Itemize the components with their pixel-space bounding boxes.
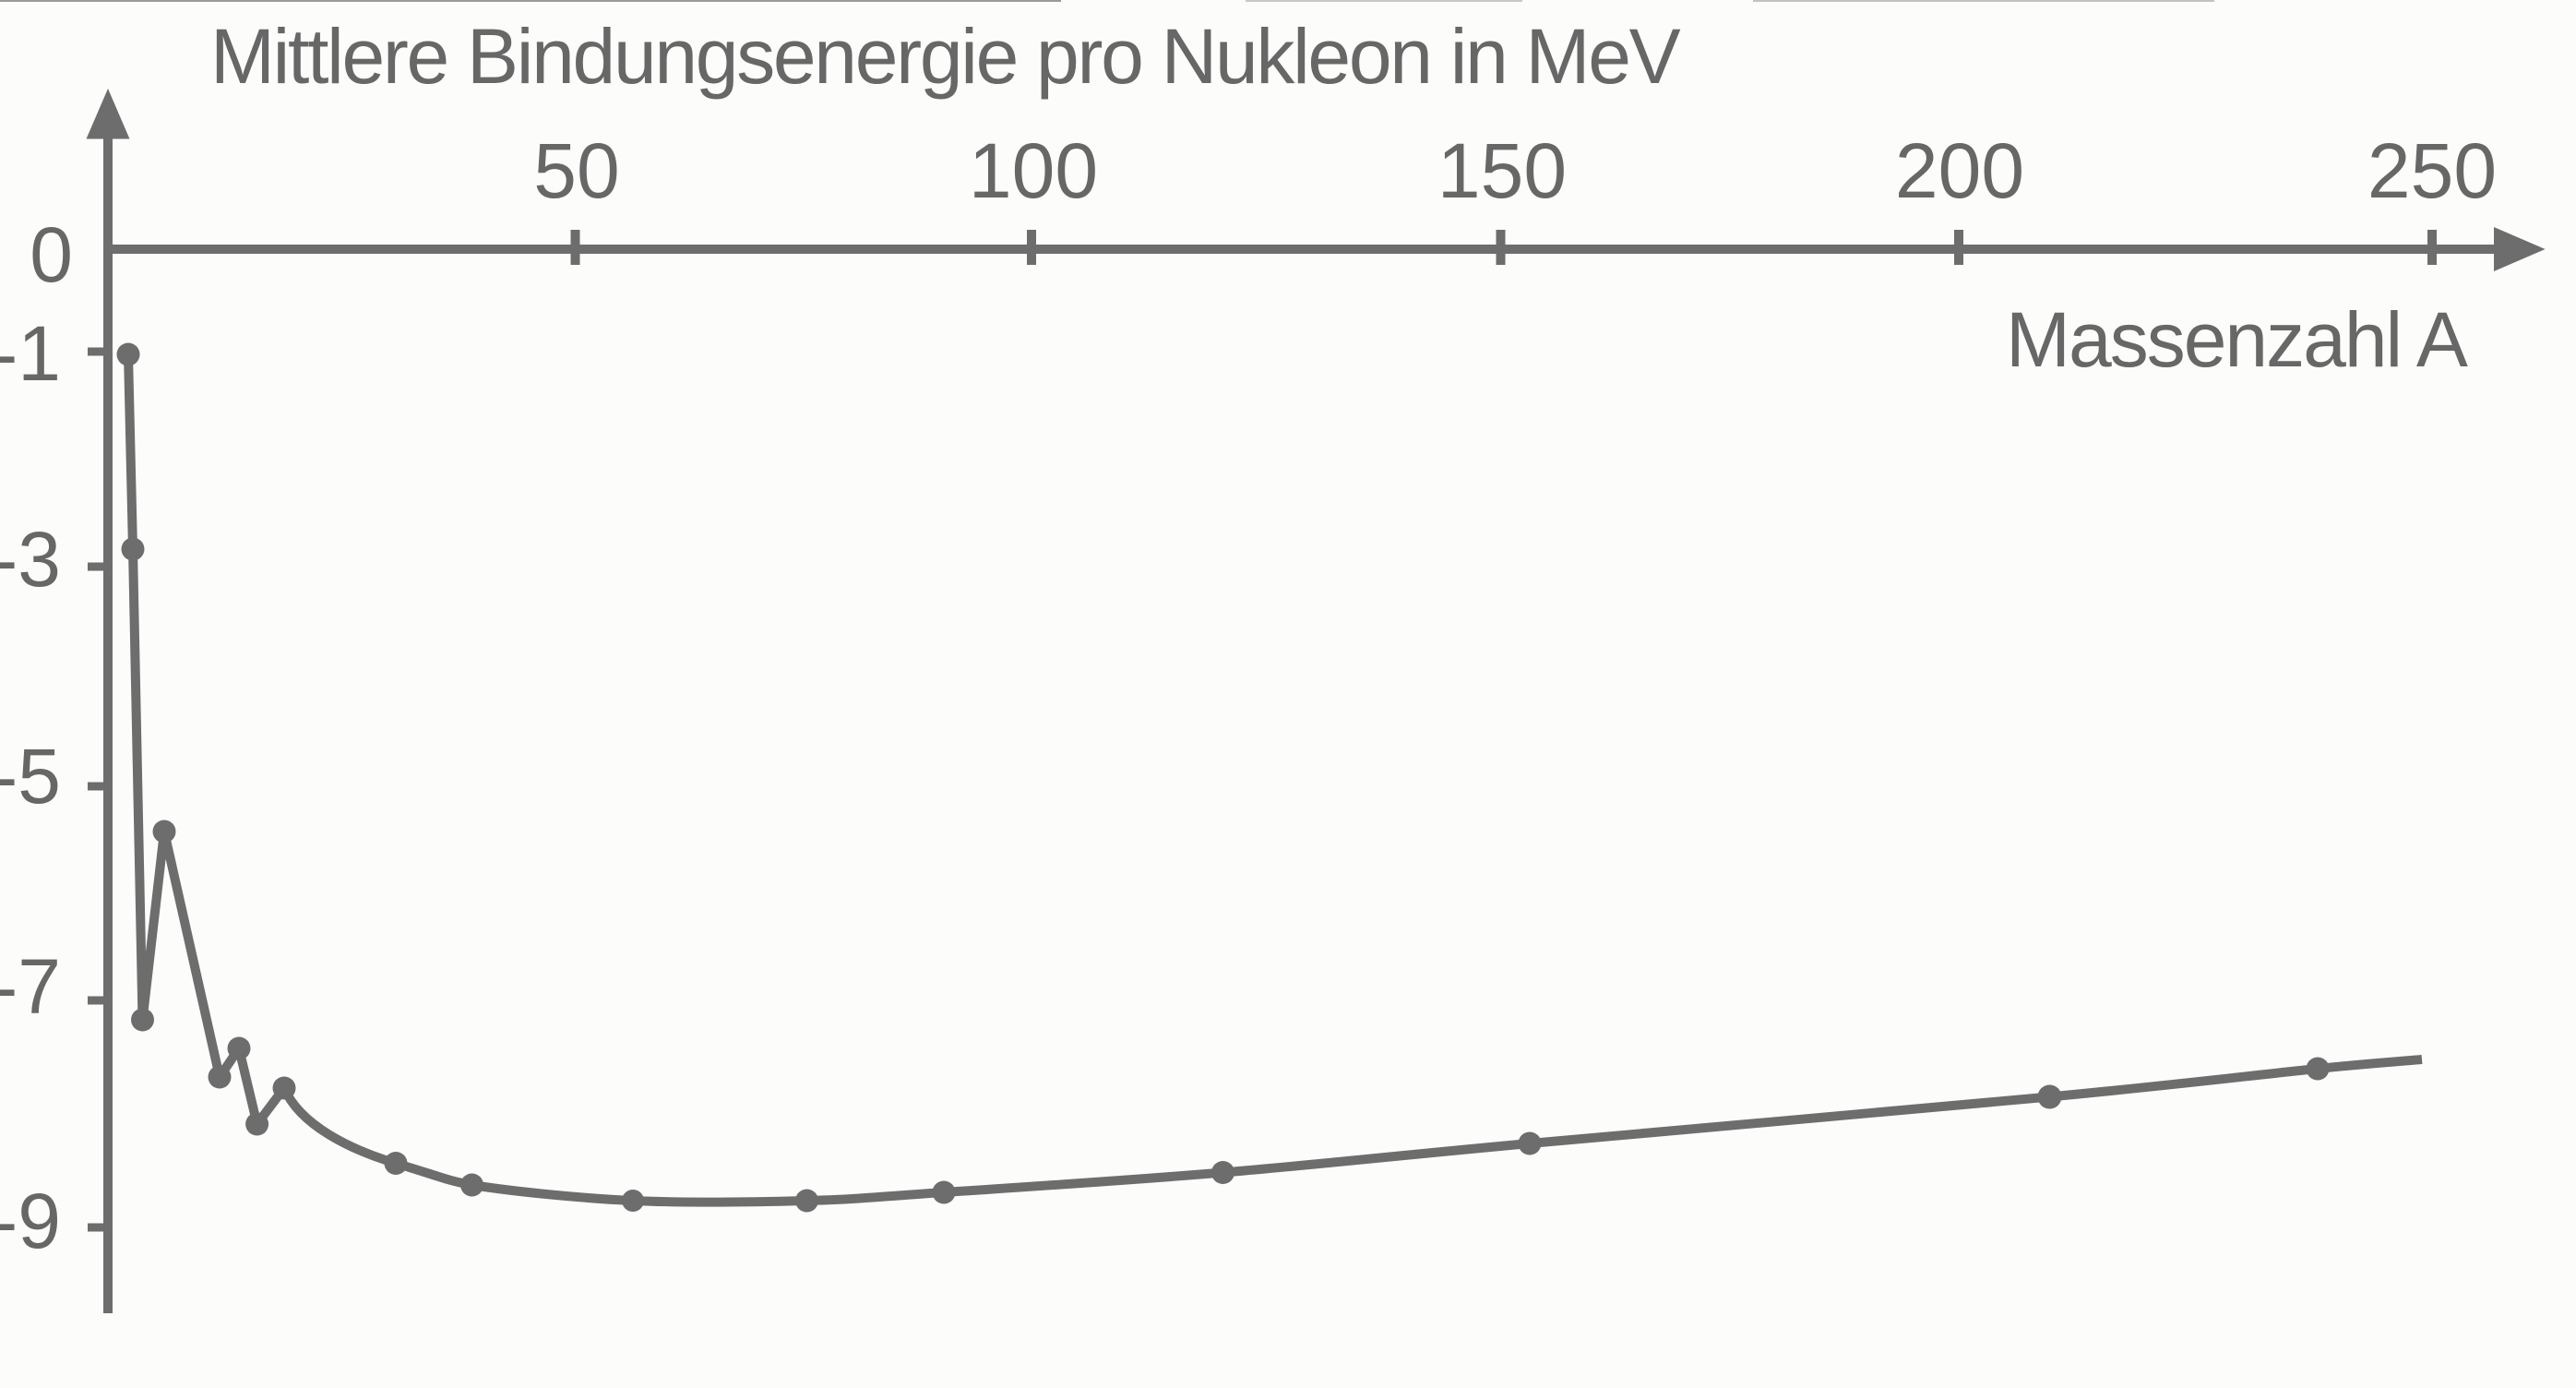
svg-text:Massenzahl A: Massenzahl A bbox=[2006, 296, 2468, 383]
svg-text:50: 50 bbox=[533, 127, 619, 214]
svg-text:100: 100 bbox=[969, 127, 1098, 214]
svg-text:-5: -5 bbox=[0, 733, 61, 820]
svg-text:-1: -1 bbox=[0, 310, 61, 397]
svg-text:-3: -3 bbox=[0, 516, 61, 603]
svg-text:200: 200 bbox=[1895, 127, 2024, 214]
svg-text:-7: -7 bbox=[0, 943, 61, 1030]
svg-text:-9: -9 bbox=[0, 1178, 61, 1264]
svg-text:0: 0 bbox=[30, 211, 73, 298]
svg-text:150: 150 bbox=[1437, 127, 1567, 214]
svg-text:Mittlere Bindungsenergie pro N: Mittlere Bindungsenergie pro Nukleon in … bbox=[210, 13, 1681, 100]
svg-text:250: 250 bbox=[2367, 127, 2497, 214]
